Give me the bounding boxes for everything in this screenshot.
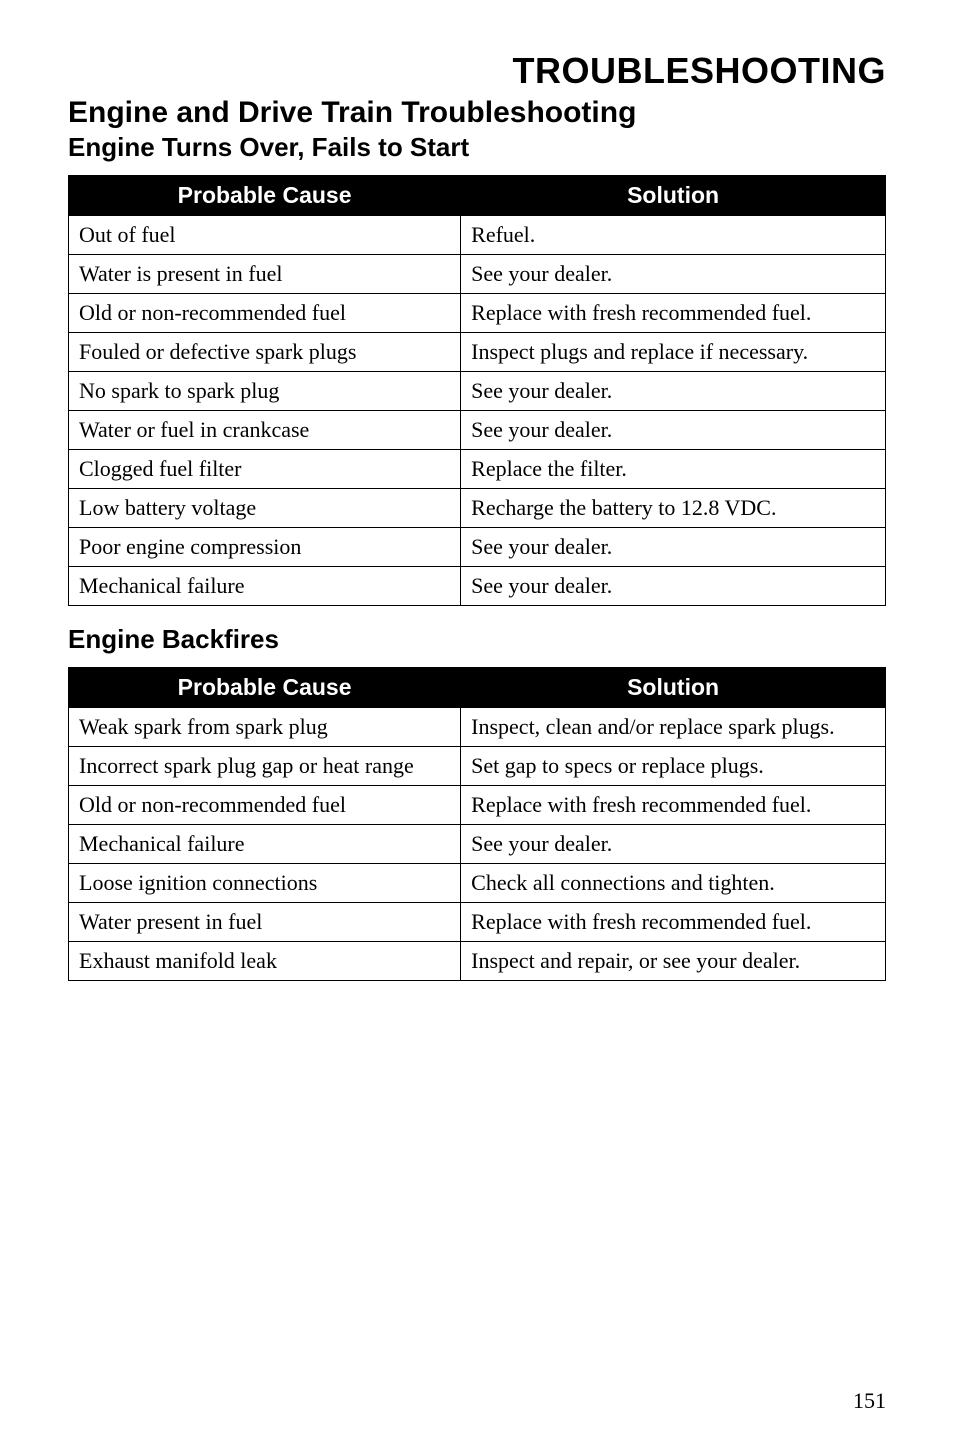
table-row: Loose ignition connectionsCheck all conn… [69, 864, 886, 903]
table-row: Poor engine compressionSee your dealer. [69, 528, 886, 567]
table-row: Old or non-recommended fuelReplace with … [69, 294, 886, 333]
cell-solution: Replace with fresh recommended fuel. [461, 294, 886, 333]
page-number: 151 [853, 1388, 886, 1414]
cell-cause: Old or non-recommended fuel [69, 294, 461, 333]
table-row: Mechanical failureSee your dealer. [69, 825, 886, 864]
troubleshooting-table-2: Probable Cause Solution Weak spark from … [68, 667, 886, 981]
cell-solution: See your dealer. [461, 825, 886, 864]
cell-solution: See your dealer. [461, 372, 886, 411]
troubleshooting-table-1: Probable Cause Solution Out of fuelRefue… [68, 175, 886, 606]
cell-solution: Replace with fresh recommended fuel. [461, 903, 886, 942]
cell-solution: See your dealer. [461, 411, 886, 450]
table-row: No spark to spark plugSee your dealer. [69, 372, 886, 411]
cell-solution: Recharge the battery to 12.8 VDC. [461, 489, 886, 528]
cell-solution: Inspect plugs and replace if necessary. [461, 333, 886, 372]
cell-solution: Inspect, clean and/or replace spark plug… [461, 708, 886, 747]
cell-cause: Mechanical failure [69, 567, 461, 606]
cell-cause: Low battery voltage [69, 489, 461, 528]
cell-cause: Fouled or defective spark plugs [69, 333, 461, 372]
table-row: Mechanical failureSee your dealer. [69, 567, 886, 606]
cell-cause: Loose ignition connections [69, 864, 461, 903]
table-row: Clogged fuel filterReplace the filter. [69, 450, 886, 489]
cell-cause: Mechanical failure [69, 825, 461, 864]
cell-solution: Inspect and repair, or see your dealer. [461, 942, 886, 981]
subsection-title-1: Engine Turns Over, Fails to Start [68, 132, 886, 163]
table-row: Weak spark from spark plugInspect, clean… [69, 708, 886, 747]
cell-solution: Replace the filter. [461, 450, 886, 489]
cell-cause: Exhaust manifold leak [69, 942, 461, 981]
cell-solution: Refuel. [461, 216, 886, 255]
table-row: Incorrect spark plug gap or heat rangeSe… [69, 747, 886, 786]
header-cause: Probable Cause [69, 668, 461, 708]
table-row: Out of fuelRefuel. [69, 216, 886, 255]
table-header-row: Probable Cause Solution [69, 176, 886, 216]
cell-cause: Water or fuel in crankcase [69, 411, 461, 450]
cell-solution: See your dealer. [461, 528, 886, 567]
header-solution: Solution [461, 668, 886, 708]
cell-cause: Clogged fuel filter [69, 450, 461, 489]
table-row: Fouled or defective spark plugsInspect p… [69, 333, 886, 372]
table-row: Exhaust manifold leakInspect and repair,… [69, 942, 886, 981]
header-cause: Probable Cause [69, 176, 461, 216]
cell-cause: Water present in fuel [69, 903, 461, 942]
header-solution: Solution [461, 176, 886, 216]
cell-cause: Weak spark from spark plug [69, 708, 461, 747]
cell-solution: Check all connections and tighten. [461, 864, 886, 903]
cell-solution: Set gap to specs or replace plugs. [461, 747, 886, 786]
subsection-title-2: Engine Backfires [68, 624, 886, 655]
cell-cause: Out of fuel [69, 216, 461, 255]
cell-cause: Poor engine compression [69, 528, 461, 567]
cell-cause: Old or non-recommended fuel [69, 786, 461, 825]
table-row: Old or non-recommended fuelReplace with … [69, 786, 886, 825]
cell-solution: See your dealer. [461, 567, 886, 606]
table-row: Water or fuel in crankcaseSee your deale… [69, 411, 886, 450]
cell-cause: Incorrect spark plug gap or heat range [69, 747, 461, 786]
table-row: Water is present in fuelSee your dealer. [69, 255, 886, 294]
section-title: Engine and Drive Train Troubleshooting [68, 96, 886, 130]
cell-solution: See your dealer. [461, 255, 886, 294]
cell-cause: Water is present in fuel [69, 255, 461, 294]
cell-solution: Replace with fresh recommended fuel. [461, 786, 886, 825]
cell-cause: No spark to spark plug [69, 372, 461, 411]
main-title: TROUBLESHOOTING [68, 50, 886, 92]
table-row: Water present in fuelReplace with fresh … [69, 903, 886, 942]
table-row: Low battery voltageRecharge the battery … [69, 489, 886, 528]
table-header-row: Probable Cause Solution [69, 668, 886, 708]
